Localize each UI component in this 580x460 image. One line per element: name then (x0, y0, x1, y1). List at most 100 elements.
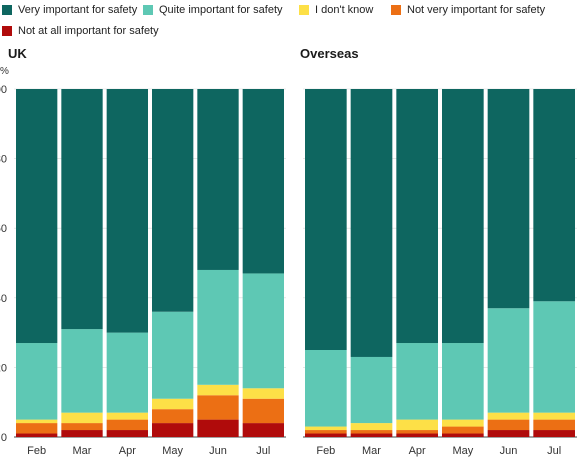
bar-segment (533, 301, 575, 413)
bar-segment (305, 430, 347, 434)
bar-segment (350, 89, 393, 357)
bar-segment (350, 433, 393, 437)
bar-segment (197, 395, 239, 420)
x-tick-label: Jun (500, 445, 518, 457)
legend-item-dont-know: I don't know (299, 4, 373, 16)
bar-segment (16, 423, 58, 434)
legend-swatch (2, 5, 12, 15)
legend-label: Not very important for safety (407, 4, 546, 16)
panel-uk: 0 20 40 60 80 100 Feb Mar Apr May Jun Jul (0, 84, 286, 457)
y-tick-label: 0 (1, 432, 7, 444)
legend-label: Very important for safety (18, 4, 138, 16)
bar-segment (396, 433, 438, 437)
bar-segment (442, 343, 484, 420)
x-tick-label: Feb (27, 445, 46, 457)
bar-segment (61, 329, 103, 413)
legend-item-very-important: Very important for safety (2, 4, 137, 16)
bar-segment (305, 433, 347, 437)
bar-segment (396, 419, 438, 431)
bar-segment (487, 308, 530, 413)
bar-segment (487, 430, 530, 437)
x-tick-label: Jul (547, 445, 561, 457)
bar-segment (396, 89, 438, 344)
bar-segment (197, 89, 239, 270)
y-tick-label: 60 (0, 223, 7, 235)
y-tick-label: 100 (0, 84, 7, 96)
bar-segment (242, 398, 284, 424)
bar-segment (442, 433, 484, 437)
legend-item-quite-important: Quite important for safety (143, 4, 283, 16)
bar-segment (16, 343, 58, 420)
legend-label: Not at all important for safety (18, 25, 159, 37)
bar-segment (152, 89, 194, 312)
bar-segment (242, 89, 284, 274)
bar-segment (61, 423, 103, 431)
bar-segment (16, 419, 58, 424)
bar-segment (533, 412, 575, 420)
x-tick-label: Apr (409, 445, 426, 457)
bar-segment (197, 269, 239, 385)
bar-segment (487, 89, 530, 309)
bar-segment (106, 419, 148, 431)
bar-segment (396, 430, 438, 434)
bar-segment (152, 409, 194, 424)
bar-segment (106, 332, 148, 413)
bar-segment (533, 419, 575, 431)
legend-item-not-at-all-important: Not at all important for safety (2, 25, 159, 37)
bar-segment (442, 89, 484, 344)
legend-item-not-very-important: Not very important for safety (391, 4, 545, 16)
bar-segment (106, 430, 148, 437)
bar-segment (305, 89, 347, 350)
x-tick-label: Jun (209, 445, 227, 457)
legend-swatch (2, 26, 12, 36)
bar-segment (61, 430, 103, 437)
y-tick-label: 40 (0, 293, 7, 305)
bar-segment (152, 311, 194, 399)
bar-segment (396, 343, 438, 420)
x-tick-label: Apr (119, 445, 136, 457)
bar-segment (152, 398, 194, 410)
bar-segment (106, 89, 148, 333)
bar-segment (61, 412, 103, 424)
bar-segment (487, 412, 530, 420)
bar-segment (61, 89, 103, 330)
legend-swatch (391, 5, 401, 15)
y-tick-label: 80 (0, 154, 7, 166)
x-tick-label: Jul (256, 445, 270, 457)
bar-segment (242, 388, 284, 399)
bar-segment (197, 419, 239, 437)
bar-segment (442, 419, 484, 427)
legend-label: Quite important for safety (159, 4, 283, 16)
x-tick-label: May (162, 445, 183, 457)
bar-segment (533, 89, 575, 302)
bar-segment (242, 423, 284, 437)
panel-title-uk: UK (8, 46, 27, 61)
bar-segment (442, 426, 484, 434)
y-axis-unit: % (0, 66, 9, 77)
bar-segment (305, 426, 347, 431)
x-tick-label: Feb (316, 445, 335, 457)
bar-segment (152, 423, 194, 437)
x-tick-label: Mar (362, 445, 381, 457)
legend-swatch (143, 5, 153, 15)
bar-segment (242, 273, 284, 389)
x-tick-label: May (452, 445, 473, 457)
bar-segment (350, 430, 393, 434)
bar-segment (197, 384, 239, 396)
bar-segment (350, 423, 393, 431)
panel-title-overseas: Overseas (300, 46, 359, 61)
legend-label: I don't know (315, 4, 374, 16)
bar-segment (350, 356, 393, 424)
panel-overseas: Feb Mar Apr May Jun Jul (303, 88, 577, 457)
bar-segment (305, 350, 347, 427)
bar-segment (16, 433, 58, 437)
y-tick-label: 20 (0, 362, 7, 374)
bar-segment (16, 89, 58, 344)
legend-swatch (299, 5, 309, 15)
bar-segment (106, 412, 148, 420)
x-tick-label: Mar (73, 445, 92, 457)
bar-segment (533, 430, 575, 437)
bar-segment (487, 419, 530, 431)
